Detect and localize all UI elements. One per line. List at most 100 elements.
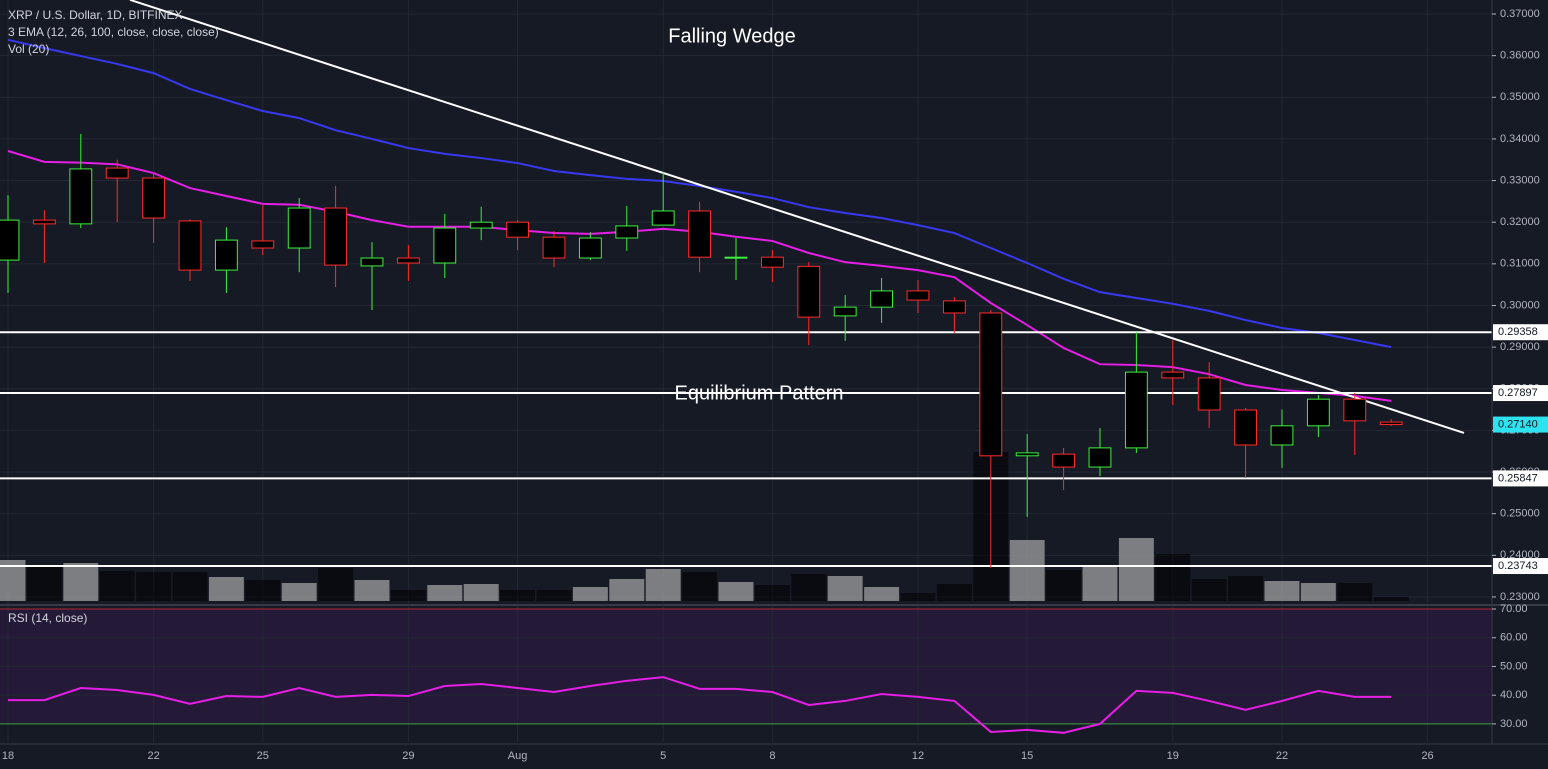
candle-body (251, 240, 275, 249)
y-tick-label: 70.00 (1500, 603, 1528, 615)
volume-bar (827, 576, 863, 601)
volume-bar (1191, 579, 1227, 601)
indicator-label: Vol (20) (8, 42, 49, 56)
volume-bar (1300, 583, 1336, 601)
candle-body (833, 306, 857, 317)
volume-bar (99, 571, 135, 601)
volume-bar (172, 572, 208, 601)
x-tick-label: 25 (257, 750, 269, 762)
volume-bar (354, 580, 390, 601)
level-label-box (1493, 470, 1548, 487)
y-tick-label: 60.00 (1500, 632, 1528, 644)
annotation: Falling Wedge (668, 25, 795, 47)
y-tick-label: 0.32000 (1500, 216, 1540, 228)
volume-bar (245, 580, 281, 601)
ema-line (7, 38, 1392, 349)
indicator-label: 3 EMA (12, 26, 100, close, close, close) (8, 25, 219, 39)
candle-body (287, 207, 311, 249)
candle-body (360, 257, 384, 267)
x-tick-label: 5 (660, 750, 666, 762)
candle-body (1379, 421, 1403, 426)
candle-body (32, 219, 56, 225)
volume-bar (864, 587, 900, 601)
candle-body (178, 220, 202, 271)
chart-title: XRP / U.S. Dollar, 1D, BITFINEX (8, 8, 183, 22)
volume-bar (427, 585, 463, 601)
level-label-box (1493, 558, 1548, 575)
y-tick-label: 40.00 (1500, 689, 1528, 701)
volume-bar (754, 585, 790, 601)
y-tick-label: 0.37000 (1500, 8, 1540, 20)
volume-bar (1373, 597, 1409, 601)
candle-body (1343, 398, 1367, 422)
candle-body (1052, 453, 1076, 468)
last-price-label: 0.27140 (1498, 418, 1538, 430)
candle-body (760, 256, 784, 268)
volume-bar (1264, 581, 1300, 601)
volume-bar (609, 579, 645, 601)
candle-body (979, 312, 1003, 457)
candle-body (105, 167, 129, 179)
volume-bar (318, 568, 354, 601)
trendline (129, 0, 1465, 434)
y-tick-label: 0.25000 (1500, 508, 1540, 520)
x-tick-label: 22 (147, 750, 159, 762)
y-tick-label: 0.23000 (1500, 591, 1540, 603)
volume-bar (572, 587, 608, 601)
y-tick-label: 0.35000 (1500, 91, 1540, 103)
volume-bar (1155, 554, 1191, 601)
level-label: 0.23743 (1498, 560, 1538, 572)
candle-body (324, 207, 348, 266)
y-tick-label: 0.33000 (1500, 174, 1540, 186)
volume-bar (281, 583, 317, 601)
volume-bar (500, 590, 536, 601)
rsi-line (8, 676, 1392, 734)
candle-body (1124, 371, 1148, 449)
volume-bar (1046, 570, 1082, 601)
x-tick-label: 29 (402, 750, 414, 762)
y-tick-label: 0.29000 (1500, 341, 1540, 353)
volume-bar (1118, 538, 1154, 601)
level-label-box (1493, 324, 1548, 341)
candle-body (797, 265, 821, 318)
volume-bar (1228, 576, 1264, 601)
level-label: 0.25847 (1498, 472, 1538, 484)
last-price-box (1493, 416, 1548, 433)
candle-body (142, 177, 166, 219)
y-tick-label: 50.00 (1500, 660, 1528, 672)
candle-body (870, 290, 894, 308)
volume-bar (390, 590, 426, 601)
candle-body (688, 210, 712, 258)
volume-bar (900, 593, 936, 601)
y-tick-label: 0.30000 (1500, 299, 1540, 311)
candle-body (469, 221, 493, 229)
volume-bar (63, 563, 99, 601)
volume-bar (1082, 566, 1118, 601)
candle-body (433, 227, 457, 264)
x-tick-label: 15 (1021, 750, 1033, 762)
candle-body (1306, 398, 1330, 427)
level-label: 0.27897 (1498, 387, 1538, 399)
y-tick-label: 0.31000 (1500, 258, 1540, 270)
volume-bar (791, 574, 827, 601)
candle-body (0, 219, 20, 261)
candle-body (506, 221, 530, 238)
y-tick-label: 30.00 (1500, 718, 1528, 730)
candle-body (396, 257, 420, 264)
y-tick-label: 0.36000 (1500, 50, 1540, 62)
level-label-box (1493, 385, 1548, 402)
y-tick-label: 0.34000 (1500, 133, 1540, 145)
candle-body (69, 168, 93, 225)
candle-body (1234, 409, 1257, 446)
rsi-title: RSI (14, close) (8, 611, 87, 625)
candle-body (1088, 447, 1112, 468)
volume-bar (682, 572, 718, 601)
volume-bar (26, 567, 62, 601)
x-tick-label: 8 (769, 750, 775, 762)
candle-body (1161, 371, 1185, 379)
x-tick-label: 12 (912, 750, 924, 762)
candle-body (724, 256, 748, 259)
x-tick-label: 26 (1421, 750, 1433, 762)
volume-bar (1337, 583, 1373, 601)
